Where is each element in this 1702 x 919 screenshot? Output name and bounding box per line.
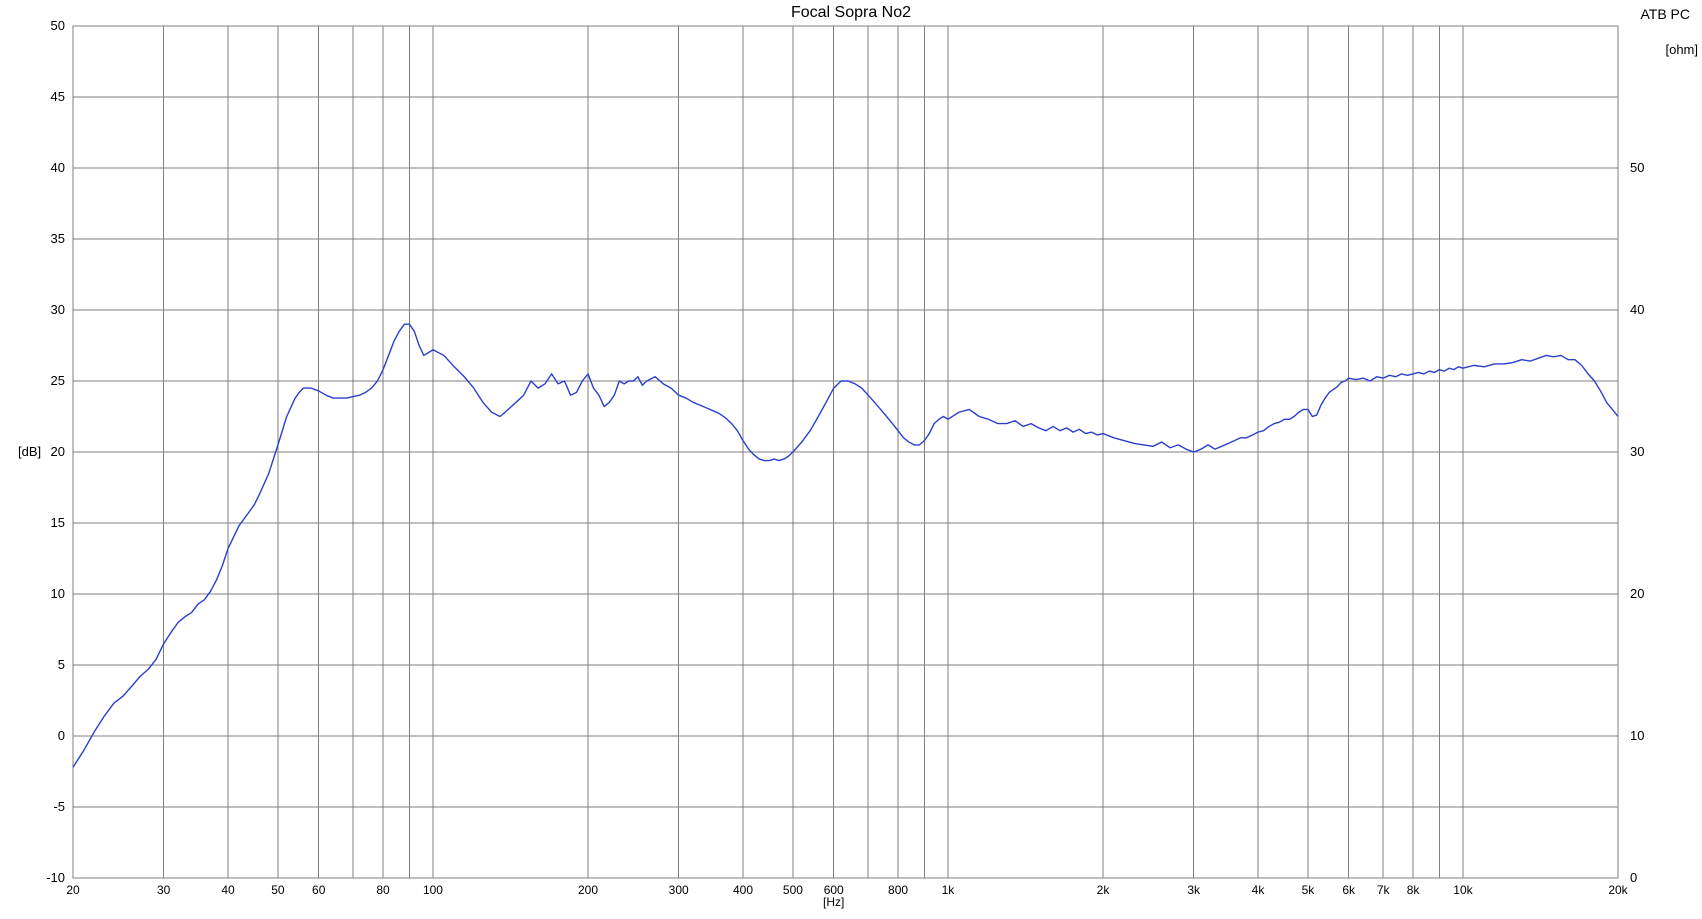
svg-text:20: 20 (51, 444, 65, 459)
svg-text:800: 800 (888, 883, 908, 897)
svg-text:5k: 5k (1302, 883, 1316, 897)
svg-text:7k: 7k (1377, 883, 1391, 897)
chart-container: Focal Sopra No2 ATB PC [ohm] -10-5051015… (0, 0, 1702, 919)
svg-text:0: 0 (1630, 870, 1637, 885)
svg-text:[dB]: [dB] (18, 444, 41, 459)
svg-text:100: 100 (423, 883, 443, 897)
svg-text:25: 25 (51, 373, 65, 388)
svg-text:30: 30 (157, 883, 171, 897)
svg-text:-10: -10 (46, 870, 65, 885)
svg-text:300: 300 (669, 883, 689, 897)
svg-text:2k: 2k (1097, 883, 1111, 897)
svg-text:5: 5 (58, 657, 65, 672)
svg-text:3k: 3k (1187, 883, 1201, 897)
svg-text:-5: -5 (53, 799, 65, 814)
svg-text:30: 30 (1630, 444, 1644, 459)
svg-text:10k: 10k (1453, 883, 1473, 897)
svg-text:40: 40 (51, 160, 65, 175)
svg-text:1k: 1k (942, 883, 956, 897)
svg-text:10: 10 (51, 586, 65, 601)
svg-text:6k: 6k (1342, 883, 1356, 897)
svg-text:40: 40 (221, 883, 235, 897)
svg-text:20: 20 (66, 883, 80, 897)
svg-text:20k: 20k (1608, 883, 1628, 897)
svg-text:35: 35 (51, 231, 65, 246)
svg-text:50: 50 (1630, 160, 1644, 175)
svg-text:15: 15 (51, 515, 65, 530)
svg-text:50: 50 (51, 18, 65, 33)
svg-text:500: 500 (783, 883, 803, 897)
svg-text:10: 10 (1630, 728, 1644, 743)
svg-text:[Hz]: [Hz] (823, 895, 844, 909)
svg-text:8k: 8k (1407, 883, 1421, 897)
svg-text:45: 45 (51, 89, 65, 104)
svg-text:30: 30 (51, 302, 65, 317)
svg-text:80: 80 (376, 883, 390, 897)
svg-text:40: 40 (1630, 302, 1644, 317)
svg-text:4k: 4k (1252, 883, 1266, 897)
svg-text:200: 200 (578, 883, 598, 897)
svg-text:50: 50 (271, 883, 285, 897)
svg-text:60: 60 (312, 883, 326, 897)
svg-text:400: 400 (733, 883, 753, 897)
svg-text:20: 20 (1630, 586, 1644, 601)
svg-text:0: 0 (58, 728, 65, 743)
chart-svg: -10 -5 0 5 10 15 20 25 30 35 40 45 50 [dB] 0 10 20 30 40 50… (0, 0, 1702, 919)
